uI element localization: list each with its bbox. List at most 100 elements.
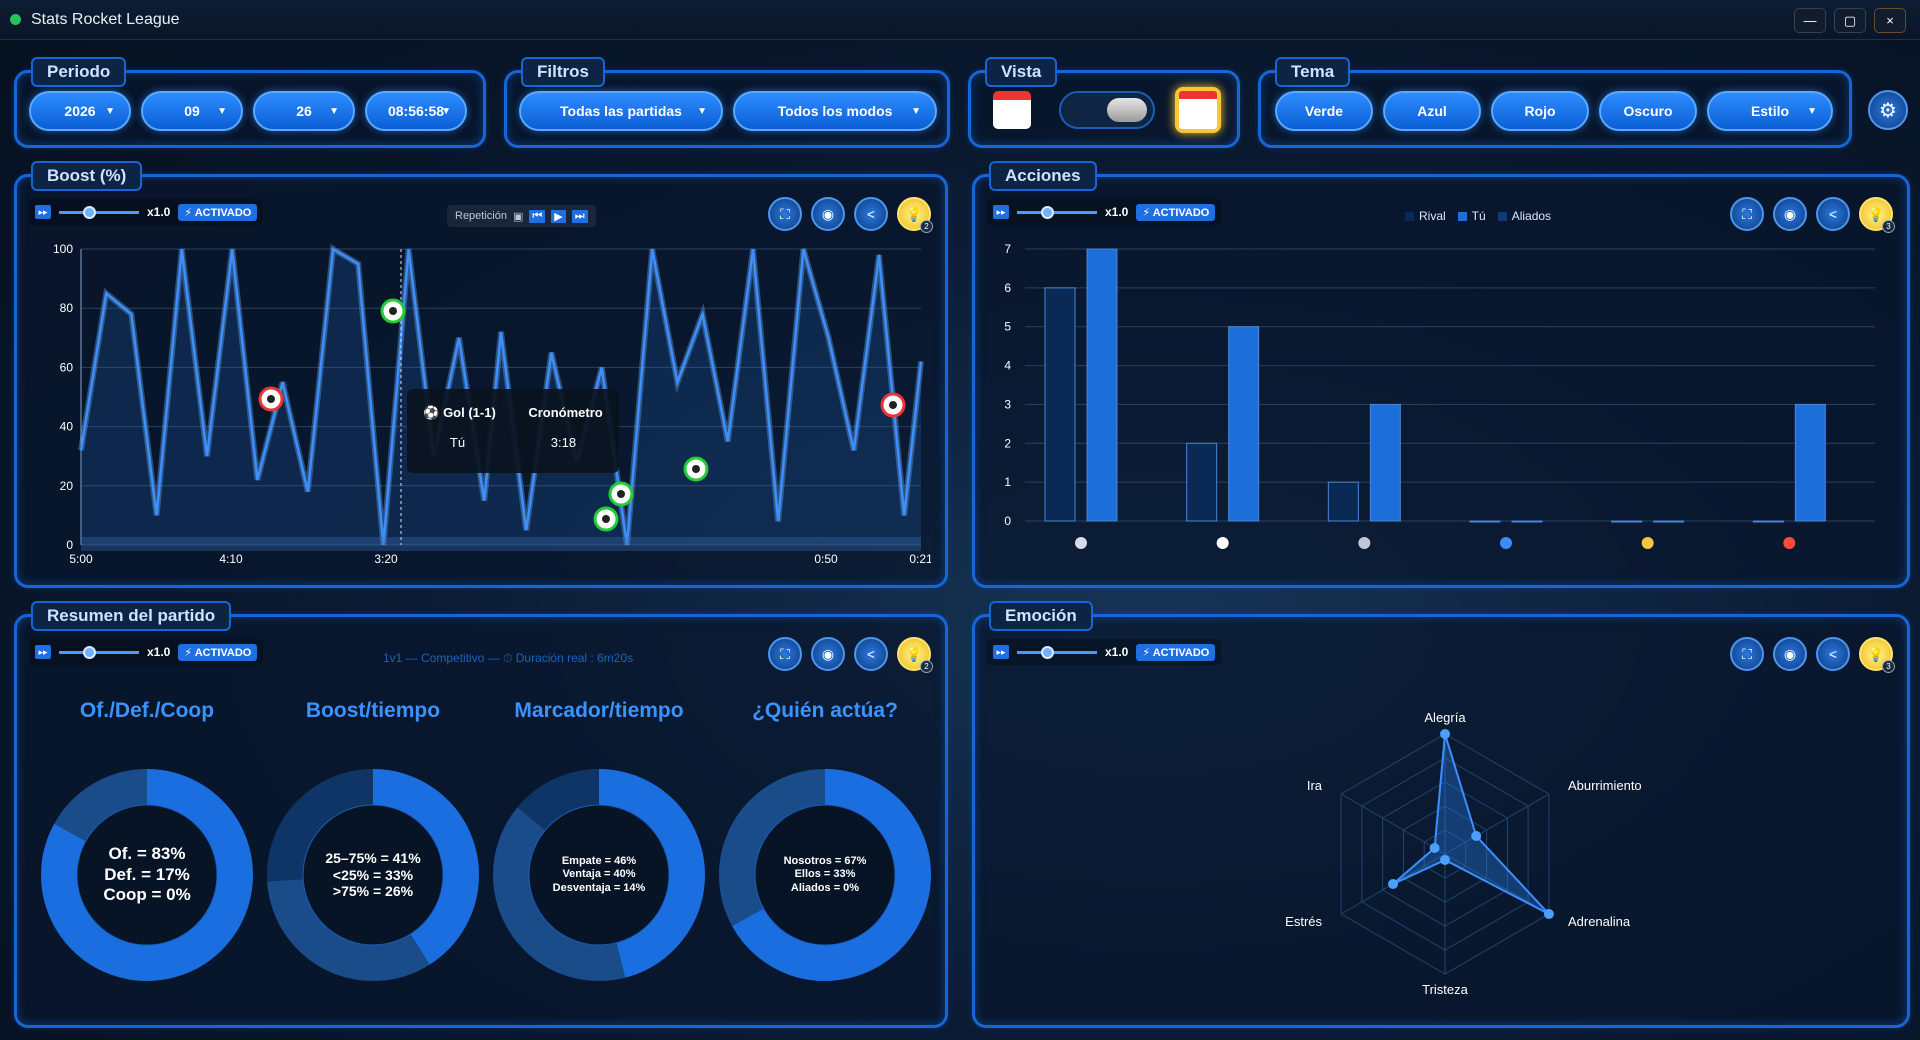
app-title: Stats Rocket League: [31, 10, 180, 28]
fullscreen-icon[interactable]: ⛶: [1730, 197, 1764, 231]
periodo-tab: Periodo: [31, 57, 127, 87]
camera-icon[interactable]: ◉: [811, 637, 845, 671]
minimize-button[interactable]: —: [1794, 8, 1826, 33]
fullscreen-icon[interactable]: ⛶: [768, 197, 802, 231]
category-icon: [1358, 537, 1371, 549]
share-icon[interactable]: <: [854, 197, 888, 231]
replay-icon[interactable]: ▣: [512, 210, 524, 223]
emocion-panel: Emoción ▸▸ x1.0 ⚡ ACTIVADO ⛶ ◉ < 💡 3 Aleg…: [972, 601, 1910, 1028]
day-value: 26: [296, 103, 312, 119]
calendar-active-icon[interactable]: [1175, 87, 1221, 133]
bar: [1469, 520, 1501, 523]
theme-verde-button[interactable]: Verde: [1275, 91, 1373, 131]
activated-badge[interactable]: ⚡ ACTIVADO: [1136, 203, 1216, 221]
slider-knob[interactable]: [1041, 205, 1054, 219]
theme-rojo-button[interactable]: Rojo: [1491, 91, 1589, 131]
camera-icon[interactable]: ◉: [1773, 637, 1807, 671]
category-icon: [1075, 537, 1087, 549]
bar: [1511, 520, 1543, 523]
share-icon[interactable]: <: [1816, 197, 1850, 231]
playback-icon[interactable]: ▸▸: [993, 645, 1009, 659]
boost-line: [79, 246, 923, 546]
slider-knob[interactable]: [83, 645, 96, 659]
theme-oscuro-button[interactable]: Oscuro: [1599, 91, 1697, 131]
camera-icon[interactable]: ◉: [1773, 197, 1807, 231]
legend-aliados[interactable]: Aliados: [1497, 209, 1551, 223]
matches-select[interactable]: Todas las partidas ▼: [519, 91, 723, 131]
radar-axis-label: Aburrimiento: [1568, 778, 1642, 793]
year-value: 2026: [64, 103, 96, 119]
y-tick-label: 80: [60, 301, 74, 315]
month-value: 09: [184, 103, 200, 119]
donut-line: <25% = 33%: [332, 866, 414, 883]
chevron-down-icon: ▼: [329, 105, 339, 117]
modes-select[interactable]: Todos los modos ▼: [733, 91, 937, 131]
month-select[interactable]: 09 ▼: [141, 91, 243, 131]
playback-icon[interactable]: ▸▸: [35, 645, 51, 659]
speed-slider[interactable]: [1017, 645, 1097, 659]
modes-value: Todos los modos: [777, 103, 893, 119]
emocion-tab: Emoción: [989, 601, 1093, 631]
donut-line: Empate = 46%: [561, 855, 637, 868]
bulb-icon[interactable]: 💡 3: [1859, 637, 1895, 673]
boost-tab: Boost (%): [31, 161, 143, 191]
skip-back-icon[interactable]: ⏮: [529, 209, 546, 223]
y-tick-label: 0: [66, 538, 73, 552]
share-icon[interactable]: <: [854, 637, 888, 671]
legend-rival[interactable]: Rival: [1405, 209, 1446, 223]
title-bar: Stats Rocket League — ▢ ×: [0, 0, 1920, 40]
filtros-panel: Filtros Todas las partidas ▼ Todos los mo…: [504, 57, 950, 148]
maximize-button[interactable]: ▢: [1834, 8, 1866, 33]
donut-title: Of./Def./Coop: [79, 699, 215, 722]
slider-knob[interactable]: [83, 205, 96, 219]
time-select[interactable]: 08:56:58 ▼: [365, 91, 467, 131]
bulb-icon[interactable]: 💡 2: [897, 637, 933, 673]
activated-badge[interactable]: ⚡ ACTIVADO: [178, 643, 258, 661]
slider-knob[interactable]: [1041, 645, 1054, 659]
chevron-down-icon: ▼: [1807, 105, 1817, 117]
speed-slider[interactable]: [59, 205, 139, 219]
ball-marker-dot: [889, 401, 897, 409]
camera-icon[interactable]: ◉: [811, 197, 845, 231]
fullscreen-icon[interactable]: ⛶: [1730, 637, 1764, 671]
donut-title: Boost/tiempo: [305, 699, 441, 722]
fullscreen-icon[interactable]: ⛶: [768, 637, 802, 671]
radar-spoke: [1444, 793, 1550, 855]
close-button[interactable]: ×: [1874, 8, 1906, 33]
donut-center-label: 25–75% = 41% <25% = 33% >75% = 26%: [303, 850, 443, 900]
playback-icon[interactable]: ▸▸: [35, 205, 51, 219]
activated-badge[interactable]: ⚡ ACTIVADO: [178, 203, 258, 221]
speed-label: x1.0: [147, 645, 171, 659]
settings-gear-icon[interactable]: ⚙: [1868, 90, 1908, 130]
tooltip-time: 3:18: [550, 435, 577, 450]
bulb-icon[interactable]: 💡 3: [1859, 197, 1895, 233]
bulb-icon[interactable]: 💡 2: [897, 197, 933, 233]
playback-icon[interactable]: ▸▸: [993, 205, 1009, 219]
calendar-icon[interactable]: [993, 91, 1031, 129]
theme-azul-button[interactable]: Azul: [1383, 91, 1481, 131]
radar-point: [1440, 855, 1450, 865]
bulb-badge: 3: [1882, 660, 1895, 673]
vista-panel: Vista: [968, 57, 1240, 148]
speed-slider[interactable]: [59, 645, 139, 659]
chevron-down-icon: ▼: [697, 105, 707, 117]
skip-forward-icon[interactable]: ⏭: [571, 209, 588, 223]
theme-estilo-select[interactable]: Estilo ▼: [1707, 91, 1833, 131]
chevron-down-icon: ▼: [441, 105, 451, 117]
match-subtitle: 1v1 — Competitivo — ⏱ Duración real : 6m…: [383, 651, 634, 665]
share-icon[interactable]: <: [1816, 637, 1850, 671]
play-icon[interactable]: ▶: [551, 209, 566, 223]
radar-point: [1440, 729, 1450, 739]
year-select[interactable]: 2026 ▼: [29, 91, 131, 131]
timeline-strip: [81, 537, 921, 551]
legend-tu[interactable]: Tú: [1457, 209, 1486, 223]
activated-badge[interactable]: ⚡ ACTIVADO: [1136, 643, 1216, 661]
day-select[interactable]: 26 ▼: [253, 91, 355, 131]
donut-chart: [719, 769, 931, 981]
donut-center-label: Nosotros = 67% Ellos = 33% Aliados = 0%: [755, 855, 895, 895]
speed-slider[interactable]: [1017, 205, 1097, 219]
radar-point: [1471, 831, 1482, 841]
view-toggle[interactable]: [1059, 91, 1155, 129]
resumen-panel: Resumen del partido ▸▸ x1.0 ⚡ ACTIVADO 1…: [14, 601, 948, 1028]
bar: [1086, 248, 1118, 522]
